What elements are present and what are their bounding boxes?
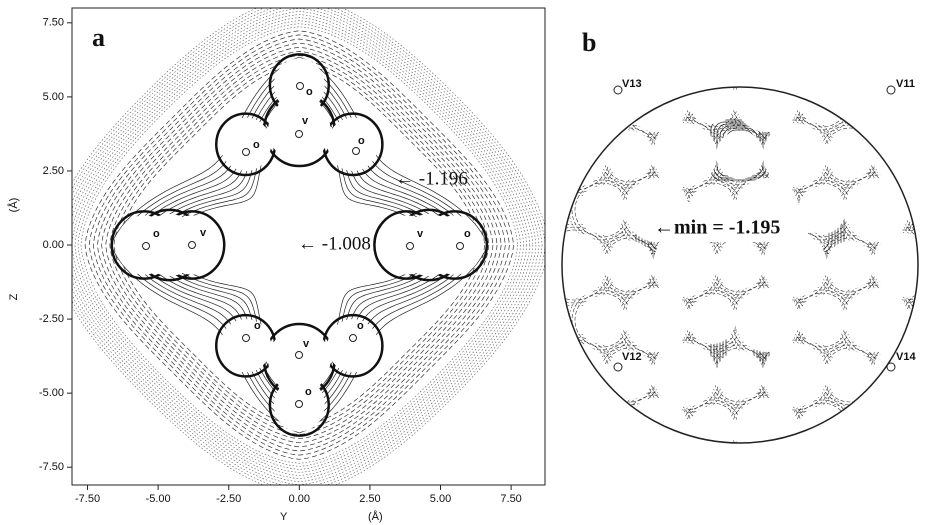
x-tick-label: -7.50 [75,493,100,505]
pore [688,296,736,344]
site-label: o [306,86,313,98]
annotation: ←min = -1.195 [654,217,780,239]
pore [826,131,874,179]
figure: a Y (Å) Z (Å) ← -1.196 ← -1.008 b ←min =… [0,0,939,525]
pore [578,186,626,234]
pore [908,186,939,234]
site-label: o [464,228,471,240]
y-tick-label: -7.50 [39,461,64,473]
pore [716,351,764,399]
site-marker [407,243,414,250]
pore [735,288,799,352]
site-marker [350,335,357,342]
pore [735,398,799,462]
site-marker [457,243,464,250]
site-label: o [253,139,260,151]
pore [826,351,874,399]
site-label: o [358,135,365,147]
pore [908,296,939,344]
pore [845,178,909,242]
pore [578,296,626,344]
x-tick-label: -5.00 [146,493,171,505]
pore [653,233,717,297]
y-tick-label: 7.50 [43,17,64,29]
pore [763,343,827,407]
panel-label: a [92,23,105,52]
site-marker [614,363,622,371]
site-label: o [153,228,160,240]
pore [543,123,607,187]
site-marker [189,242,196,249]
pore [543,343,607,407]
annotation: ← -1.008 [298,233,371,254]
pore [688,406,736,454]
pore [625,288,689,352]
site-marker [243,335,250,342]
pore [606,131,654,179]
pore [688,76,736,124]
site-label: v [303,338,310,350]
site-marker [296,352,303,359]
site-marker [296,401,303,408]
x-tick-label: 5.00 [430,493,451,505]
x-axis-unit: (Å) [368,510,383,523]
site-marker [296,131,303,138]
site-label: V11 [896,78,915,90]
site-label: V13 [622,78,642,90]
site-label: o [357,320,364,332]
x-tick-label: 2.50 [359,493,380,505]
pore [653,123,717,187]
y-tick-label: -5.00 [39,387,64,399]
site-label: o [305,386,312,398]
y-axis-label: Z [8,293,20,300]
y-tick-label: 2.50 [43,165,64,177]
pore [606,241,654,289]
pore [873,233,937,297]
site-marker [297,83,304,90]
pore [763,123,827,187]
x-tick-label: 0.00 [289,493,310,505]
y-axis-unit: (Å) [7,198,20,213]
x-tick-label: 7.50 [500,493,521,505]
site-label: v [302,115,309,127]
annotation: ← -1.196 [395,168,468,189]
pore [873,123,937,187]
site-marker [887,86,895,94]
contour-map-b [534,59,939,471]
site-label: v [417,228,424,240]
pore [543,233,607,297]
y-tick-label: 0.00 [43,239,64,251]
y-tick-label: 5.00 [43,91,64,103]
lobe [328,319,379,372]
lobe [220,118,271,171]
pore [735,68,799,132]
panel-label: b [582,28,596,57]
site-marker [353,148,360,155]
pore [798,296,846,344]
pore [845,288,909,352]
y-tick-label: -2.50 [39,313,64,325]
pore [763,233,827,297]
site-label: V12 [622,351,642,363]
pore [653,343,717,407]
lobe [220,319,271,372]
site-marker [243,149,250,156]
site-marker [614,86,622,94]
x-tick-label: -2.50 [216,493,241,505]
site-label: o [254,320,261,332]
site-label: v [200,227,207,239]
lobe [328,118,379,171]
x-axis-label: Y [280,511,288,523]
pore [826,241,874,289]
pore [716,241,764,289]
site-marker [887,363,895,371]
site-marker [143,243,150,250]
site-label: V14 [896,351,916,363]
pore [716,131,764,179]
